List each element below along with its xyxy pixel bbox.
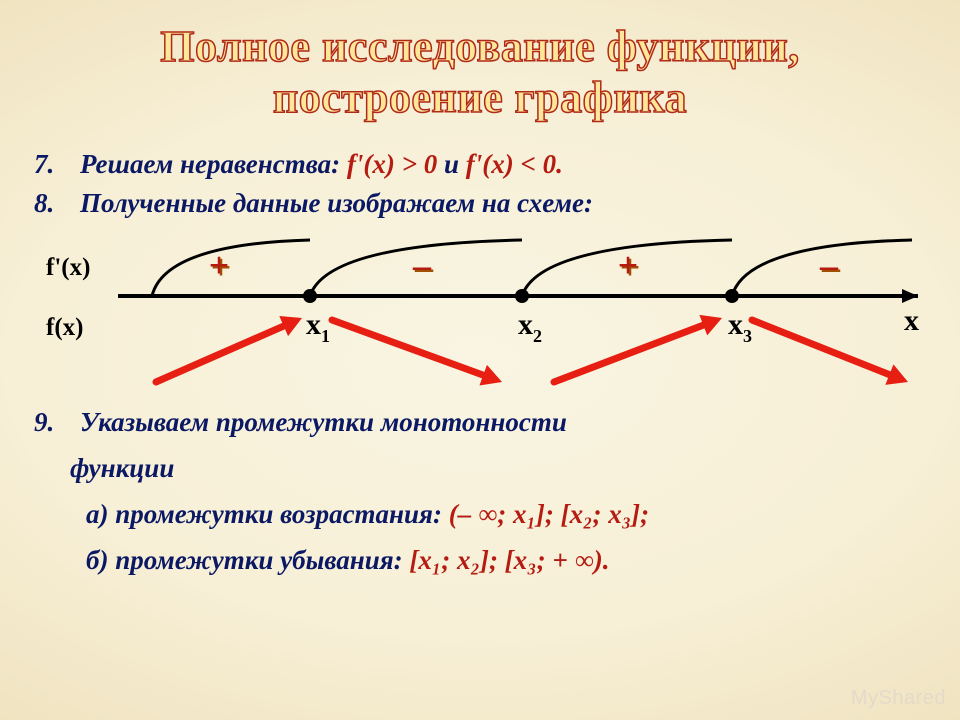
sign-label: + (209, 245, 230, 285)
slide-title: Полное исследование функции, построение … (34, 22, 926, 123)
title-line-2: построение графика (34, 73, 926, 124)
point-label: x1 (306, 308, 330, 346)
point-label: x2 (518, 308, 542, 346)
item-7-part-c: и (437, 149, 466, 179)
monotonicity-arrow-shaft (156, 326, 284, 382)
sign-label: – (819, 245, 839, 285)
item-9-line-1: Указываем промежутки монотонности (80, 400, 567, 446)
item-9-a-pre: а) промежутки возрастания: (86, 499, 449, 529)
item-9-b-intervals: [x₁; x₂]; [x₃; + ∞). (409, 545, 609, 575)
item-8-number: 8. (34, 184, 80, 222)
item-8-text: Полученные данные изображаем на схеме: (80, 184, 593, 222)
slide-content: Полное исследование функции, построение … (0, 0, 960, 583)
numbered-list-top: 7. Решаем неравенства: f'(x) > 0 и f'(x)… (34, 145, 926, 222)
item-9-line-2: функции (34, 446, 926, 492)
item-9-b-pre: б) промежутки убывания: (86, 545, 409, 575)
sign-label: + (618, 245, 639, 285)
item-9-b: б) промежутки убывания: [x₁; x₂]; [x₃; +… (34, 538, 926, 584)
item-9-block: 9. Указываем промежутки монотонности фун… (34, 400, 926, 584)
x-axis-label: x (904, 304, 919, 337)
critical-point (303, 289, 317, 303)
x-axis-arrowhead (902, 289, 918, 303)
item-9-number: 9. (34, 400, 80, 446)
watermark-text: MyShared (851, 687, 946, 710)
critical-point (515, 289, 529, 303)
sign-label: – (412, 245, 432, 285)
sign-diagram: f'(x) f(x) x1x2x3x++––++–– (34, 224, 926, 394)
point-label: x3 (728, 308, 752, 346)
item-7-part-a: Решаем неравенства: (80, 149, 347, 179)
item-9-a-intervals: (– ∞; x₁]; [x₂; x₃]; (449, 499, 649, 529)
critical-point (725, 289, 739, 303)
item-7-part-d: f'(x) < 0. (466, 149, 563, 179)
item-7-part-b: f'(x) > 0 (347, 149, 437, 179)
item-7-number: 7. (34, 145, 80, 183)
item-7-text: Решаем неравенства: f'(x) > 0 и f'(x) < … (80, 145, 593, 183)
monotonicity-arrow-shaft (332, 320, 483, 375)
monotonicity-arrow-shaft (554, 325, 703, 382)
title-line-1: Полное исследование функции, (34, 22, 926, 73)
diagram-svg: x1x2x3x++––++–– (34, 224, 926, 394)
monotonicity-arrow-shaft (752, 320, 889, 375)
item-9-a: а) промежутки возрастания: (– ∞; x₁]; [x… (34, 492, 926, 538)
